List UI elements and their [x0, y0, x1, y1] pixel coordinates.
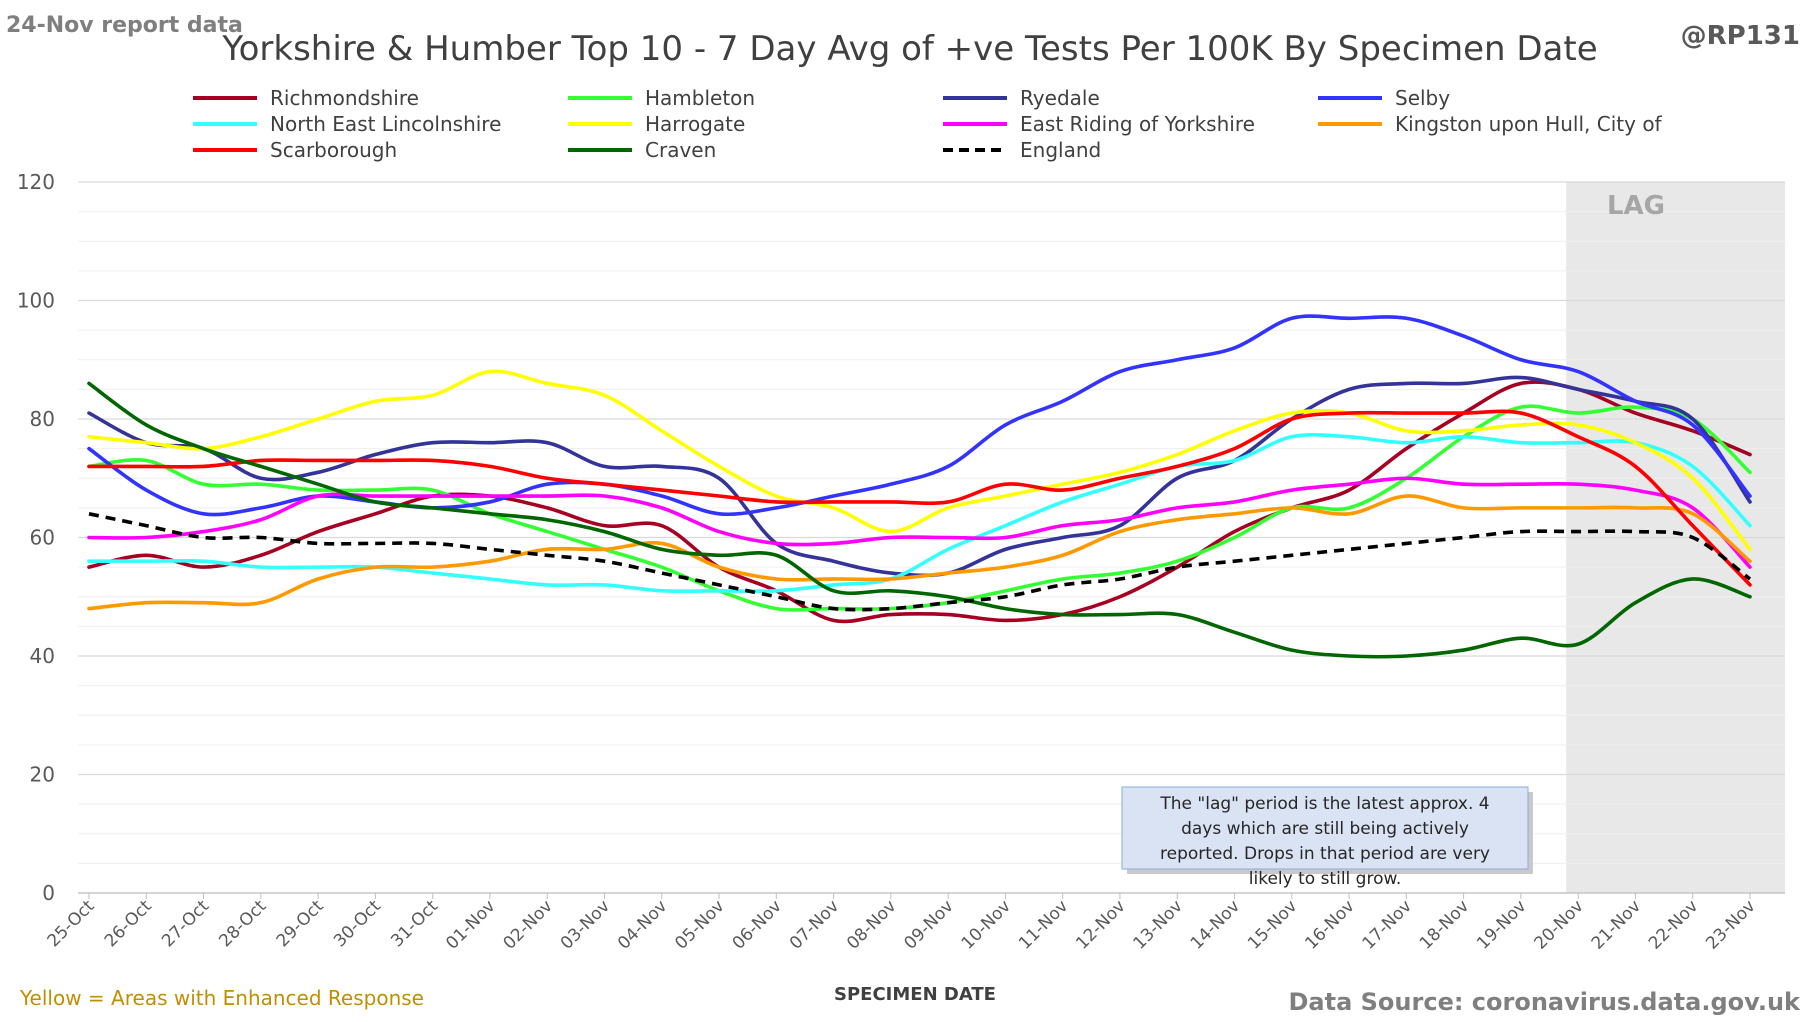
series-line-harrogate — [87, 369, 1752, 552]
y-tick-label: 0 — [42, 881, 55, 905]
lag-note-line: The "lag" period is the latest approx. 4 — [1159, 794, 1489, 814]
legend-label-scarborough: Scarborough — [270, 138, 397, 162]
lag-label: LAG — [1607, 191, 1665, 221]
legend-label-ryedale: Ryedale — [1020, 86, 1100, 110]
enhanced-response-note: Yellow = Areas with Enhanced Response — [19, 986, 424, 1010]
y-tick-label: 60 — [30, 526, 55, 550]
report-date-label: 24-Nov report data — [6, 13, 243, 38]
grid — [78, 181, 1785, 899]
series-line-kingston-upon-hull-city-of — [87, 494, 1752, 611]
series-line-east-riding-of-yorkshire — [87, 476, 1752, 569]
legend-label-richmondshire: Richmondshire — [270, 86, 419, 110]
chart-title: Yorkshire & Humber Top 10 - 7 Day Avg of… — [221, 29, 1597, 69]
legend-label-north-east-lincolnshire: North East Lincolnshire — [270, 112, 501, 136]
legend-label-harrogate: Harrogate — [645, 112, 745, 136]
author-handle: @RP131 — [1681, 21, 1800, 51]
lag-note-line: days which are still being actively — [1181, 819, 1469, 839]
legend-label-england: England — [1020, 138, 1101, 162]
x-axis-title: SPECIMEN DATE — [834, 984, 996, 1005]
legend-label-selby: Selby — [1395, 86, 1450, 110]
lag-note-background — [1121, 786, 1529, 870]
y-tick-label: 40 — [30, 644, 55, 668]
series-line-england — [88, 512, 1752, 612]
lag-note-text: The "lag" period is the latest approx. 4… — [1159, 794, 1490, 889]
y-tick-label: 100 — [17, 289, 55, 313]
legend-label-craven: Craven — [645, 138, 716, 162]
legend-label-kingston-upon-hull-city-of: Kingston upon Hull, City of — [1395, 112, 1663, 136]
data-source-label: Data Source: coronavirus.data.gov.uk — [1289, 988, 1802, 1016]
legend: Richmondshire Hambleton Ryedale Selby North … — [193, 86, 1663, 162]
legend-label-east-riding-of-yorkshire: East Riding of Yorkshire — [1020, 112, 1255, 136]
lag-note-box: The "lag" period is the latest approx. 4… — [1121, 786, 1533, 889]
series-lines — [87, 314, 1752, 659]
y-tick-label: 120 — [17, 170, 55, 194]
lag-note-line: likely to still grow. — [1249, 869, 1401, 889]
y-axis-ticks: 0 20 40 60 80 100 120 — [17, 170, 55, 905]
legend-label-hambleton: Hambleton — [645, 86, 755, 110]
series-line-scarborough — [87, 409, 1752, 587]
y-tick-label: 20 — [30, 763, 55, 787]
y-tick-label: 80 — [30, 407, 55, 431]
series-line-richmondshire — [87, 380, 1752, 624]
series-line-craven — [87, 381, 1752, 659]
lag-note-line: reported. Drops in that period are very — [1160, 844, 1490, 864]
